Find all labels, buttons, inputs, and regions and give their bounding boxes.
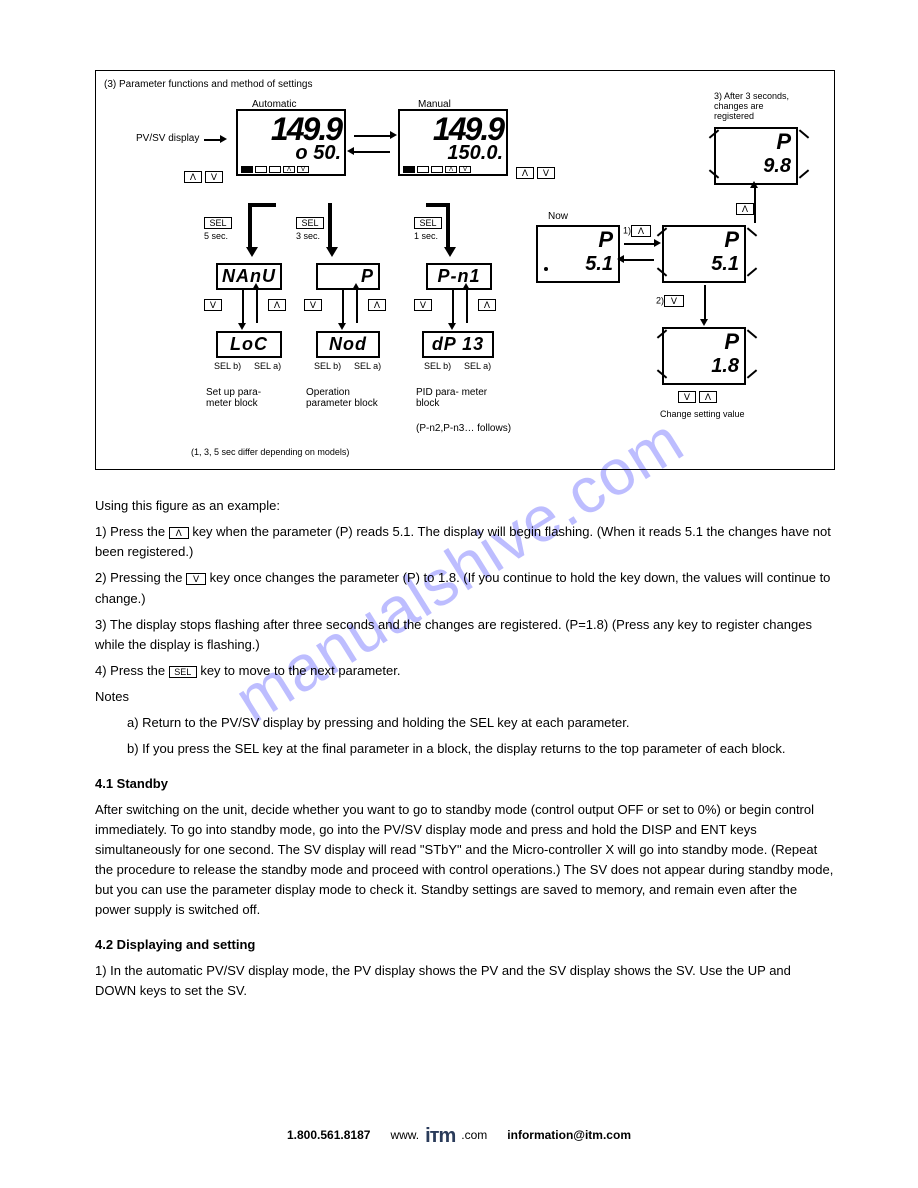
up-key-box-2: ᐱ <box>516 167 534 179</box>
diagram-frame: (3) Parameter functions and method of se… <box>95 70 835 470</box>
sect-42-title: 4.2 Displaying and setting <box>95 935 835 955</box>
footer-com: .com <box>461 1128 487 1142</box>
label-upkey-r: 1)ᐱ <box>623 225 651 237</box>
footer-email: information@itm.com <box>507 1128 631 1142</box>
label-secdiff: (1, 3, 5 sec differ depending on models) <box>191 447 349 457</box>
sel-key-1: SEL <box>204 217 232 229</box>
sl-p51-l1: P <box>543 230 613 250</box>
sect-41-body: After switching on the unit, decide whet… <box>95 800 835 921</box>
label-3sec: 3 sec. <box>296 231 320 241</box>
sel-key-3: SEL <box>414 217 442 229</box>
label-sel-a-c: SEL a) <box>464 361 491 371</box>
sect-41-title: 4.1 Standby <box>95 774 835 794</box>
param-nod: Nod <box>316 331 380 358</box>
label-now: Now <box>548 211 568 222</box>
up-key-p98: ᐱ <box>736 203 754 215</box>
footer-www: www. <box>390 1128 419 1142</box>
sl-p18-l2: 1.8 <box>669 356 739 376</box>
body-li3: 3) The display stops flashing after thre… <box>95 615 835 655</box>
sl-p98-l2: 9.8 <box>721 156 791 176</box>
up-key-box: ᐱ <box>184 171 202 183</box>
param-loc: LoC <box>216 331 282 358</box>
up-key-icon: ᐱ <box>169 527 189 539</box>
up-key-a: ᐱ <box>268 299 286 311</box>
label-manual: Manual <box>418 99 451 110</box>
small-lcd-p51: P 5.1 <box>536 225 620 283</box>
label-sel-a-b: SEL a) <box>354 361 381 371</box>
up-key-p18: ᐱ <box>699 391 717 403</box>
label-1sec: 1 sec. <box>414 231 438 241</box>
sl-p51-l2: 5.1 <box>543 254 613 274</box>
body-text: Using this figure as an example: 1) Pres… <box>95 490 835 1007</box>
label-step2: 2)ᐯ <box>656 295 684 307</box>
body-p1: Using this figure as an example: <box>95 496 835 516</box>
footer-phone: 1.800.561.8187 <box>287 1128 370 1142</box>
label-3sec-r: 3) After 3 seconds,changes areregistered <box>714 91 789 121</box>
down-key-box-2: ᐯ <box>537 167 555 179</box>
label-auto: Automatic <box>252 99 296 110</box>
body-li1: 1) Press the ᐱ key when the parameter (P… <box>95 522 835 562</box>
lcd-manual-line1: 149.9 <box>403 113 503 145</box>
label-col-c: PID para- meter block <box>416 387 496 409</box>
small-lcd-p98: P 9.8 <box>714 127 798 185</box>
label-sel-b-a: SEL b) <box>214 361 241 371</box>
label-col-a: Set up para- meter block <box>206 387 286 409</box>
label-5sec: 5 sec. <box>204 231 228 241</box>
sel-key-icon: SEL <box>169 666 197 678</box>
dn-key-b: ᐯ <box>304 299 322 311</box>
up-key-c: ᐱ <box>478 299 496 311</box>
lcd-manual-line2: 150.0. <box>403 143 503 163</box>
lcd-auto: 149.9 o 50. ᐱᐯ <box>236 109 346 176</box>
sl-p98-l1: P <box>721 132 791 152</box>
sel-key-2: SEL <box>296 217 324 229</box>
page-footer: 1.800.561.8187 www. iᴛm .com information@i… <box>0 1125 918 1148</box>
label-col-d: (P-n2,P-n3… follows) <box>416 423 511 434</box>
body-li2: 2) Pressing the ᐯ key once changes the p… <box>95 568 835 608</box>
sl-p51b-l1: P <box>669 230 739 250</box>
label-pvsv: PV/SV display <box>136 133 199 144</box>
section-title: (3) Parameter functions and method of se… <box>104 79 312 90</box>
small-lcd-p18: P 1.8 <box>662 327 746 385</box>
param-dp13: dP 13 <box>422 331 494 358</box>
sect-42-body: 1) In the automatic PV/SV display mode, … <box>95 961 835 1001</box>
label-sel-a-a: SEL a) <box>254 361 281 371</box>
lcd-auto-line1: 149.9 <box>241 113 341 145</box>
body-note-b: b) If you press the SEL key at the final… <box>127 739 835 759</box>
param-pn1: P-n1 <box>426 263 492 290</box>
dn-key-p18: ᐯ <box>678 391 696 403</box>
lcd-manual: 149.9 150.0. ᐱᐯ <box>398 109 508 176</box>
label-sel-b-c: SEL b) <box>424 361 451 371</box>
down-key-icon: ᐯ <box>186 573 206 585</box>
sl-p18-l1: P <box>669 332 739 352</box>
body-notes-head: Notes <box>95 687 835 707</box>
label-change: Change setting value <box>660 409 745 419</box>
body-note-a: a) Return to the PV/SV display by pressi… <box>127 713 835 733</box>
down-key-box: ᐯ <box>205 171 223 183</box>
dn-key-c: ᐯ <box>414 299 432 311</box>
footer-logo: iᴛm <box>425 1125 455 1148</box>
body-li4: 4) Press the SEL key to move to the next… <box>95 661 835 681</box>
label-sel-b-b: SEL b) <box>314 361 341 371</box>
param-p: P <box>316 263 380 290</box>
small-lcd-p51b: P 5.1 <box>662 225 746 283</box>
param-nanu: NAnU <box>216 263 282 290</box>
dn-key-a: ᐯ <box>204 299 222 311</box>
label-col-b: Operation parameter block <box>306 387 392 409</box>
up-key-b: ᐱ <box>368 299 386 311</box>
sl-p51b-l2: 5.1 <box>669 254 739 274</box>
